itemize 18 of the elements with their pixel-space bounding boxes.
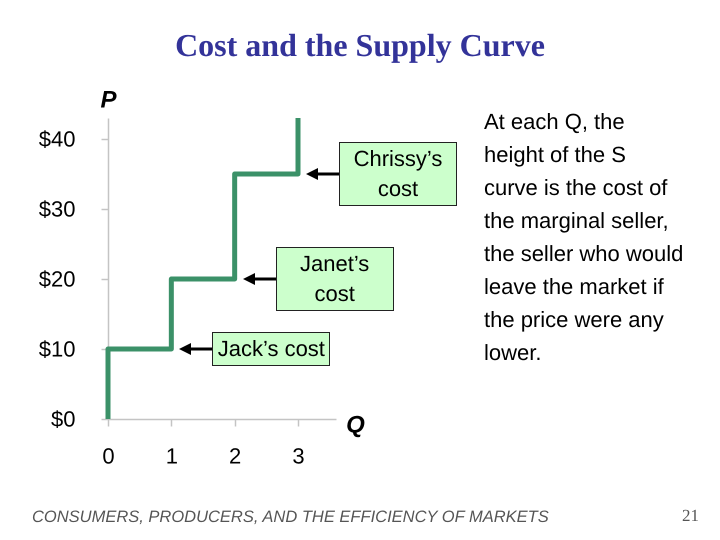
x-tick-label: 1 (166, 444, 178, 468)
annotation: Janet’s cost (276, 247, 394, 311)
x-tick-label: 0 (102, 444, 115, 468)
x-tick-label: 3 (292, 444, 305, 468)
chart-title: Cost and the Supply Curve (174, 26, 546, 64)
text: 21 (682, 506, 699, 526)
x-axis-title: Q (346, 412, 366, 438)
annotation: Jack’s cost (212, 332, 330, 366)
y-tick-label: $30 (38, 196, 76, 222)
y-tick-label: $20 (38, 266, 76, 292)
y-axis-title: P (100, 86, 118, 114)
y-tick-label: $0 (51, 406, 76, 432)
y-tick-label: $10 (38, 336, 76, 362)
text: CONSUMERS, PRODUCERS, AND THE EFFICIENCY OF MARKETS (32, 508, 549, 527)
y-tick-label: $40 (38, 126, 76, 152)
x-tick-label: 2 (229, 444, 242, 468)
annotation: Chrissy’s cost (339, 142, 457, 206)
text: At each Q, the height of the S curve is the cost of the marginal seller, the seller who would leave the market if the price were any lower. (484, 108, 684, 367)
